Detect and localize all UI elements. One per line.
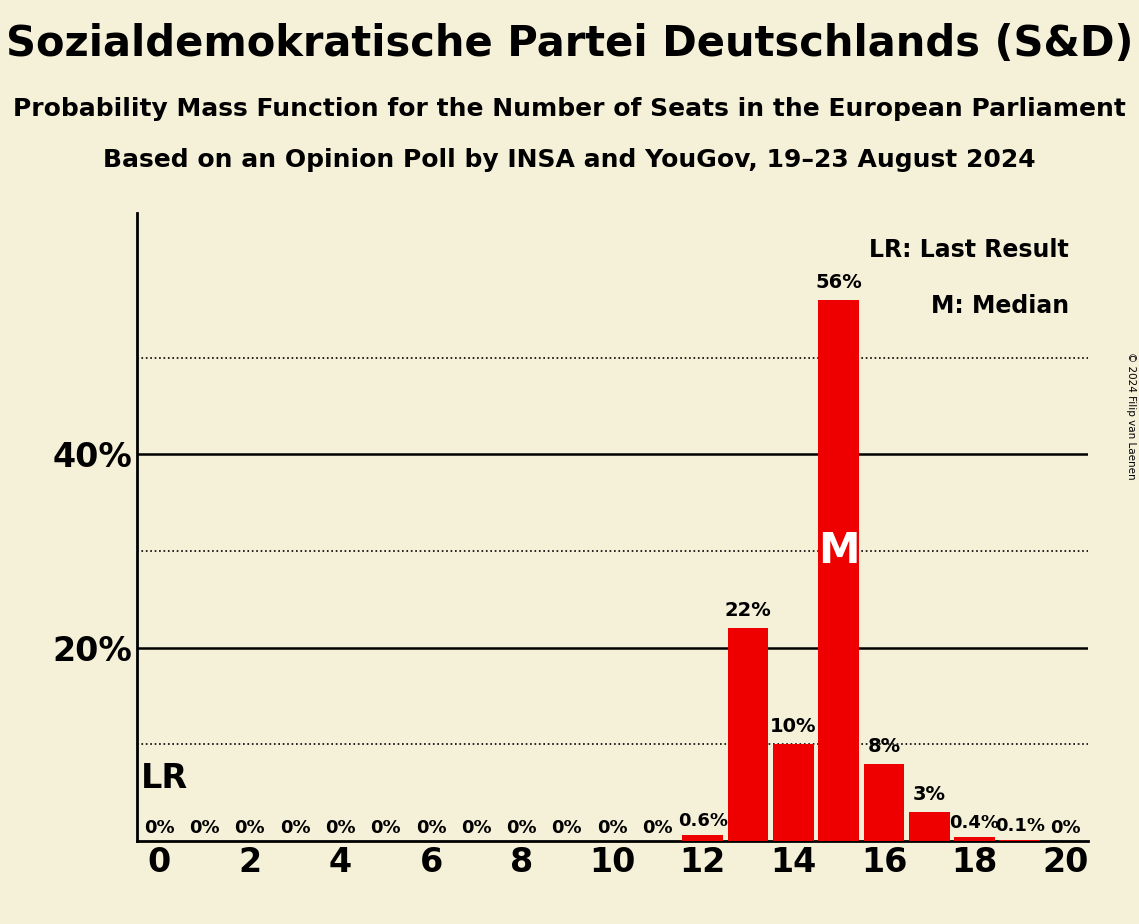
Text: 0%: 0% (461, 819, 492, 837)
Text: 0%: 0% (144, 819, 174, 837)
Text: 8%: 8% (868, 736, 901, 756)
Text: Based on an Opinion Poll by INSA and YouGov, 19–23 August 2024: Based on an Opinion Poll by INSA and You… (104, 148, 1035, 172)
Text: 0%: 0% (1050, 819, 1081, 837)
Bar (773, 744, 813, 841)
Text: 0%: 0% (280, 819, 311, 837)
Text: 0.6%: 0.6% (678, 812, 728, 830)
Bar (954, 837, 994, 841)
Text: 0%: 0% (507, 819, 536, 837)
Text: Probability Mass Function for the Number of Seats in the European Parliament: Probability Mass Function for the Number… (13, 97, 1126, 121)
Text: 0%: 0% (370, 819, 401, 837)
Bar (909, 812, 950, 841)
Text: © 2024 Filip van Laenen: © 2024 Filip van Laenen (1126, 352, 1136, 480)
Text: 0%: 0% (597, 819, 628, 837)
Text: 10%: 10% (770, 717, 817, 736)
Text: 3%: 3% (912, 785, 945, 804)
Text: 0.1%: 0.1% (994, 817, 1044, 835)
Text: 0%: 0% (642, 819, 673, 837)
Bar (682, 835, 723, 841)
Text: Sozialdemokratische Partei Deutschlands (S&D): Sozialdemokratische Partei Deutschlands … (6, 23, 1133, 65)
Text: M: M (818, 529, 860, 572)
Text: 0%: 0% (416, 819, 446, 837)
Text: LR: Last Result: LR: Last Result (869, 237, 1068, 261)
Text: 0%: 0% (551, 819, 582, 837)
Text: M: Median: M: Median (931, 294, 1068, 318)
Bar (999, 840, 1040, 841)
Bar (818, 299, 859, 841)
Text: 0%: 0% (235, 819, 265, 837)
Text: 22%: 22% (724, 602, 771, 620)
Bar (728, 628, 769, 841)
Text: 56%: 56% (816, 273, 862, 292)
Text: 0.4%: 0.4% (950, 814, 1000, 833)
Text: LR: LR (141, 761, 188, 795)
Text: 0%: 0% (325, 819, 355, 837)
Bar (863, 763, 904, 841)
Text: 0%: 0% (189, 819, 220, 837)
